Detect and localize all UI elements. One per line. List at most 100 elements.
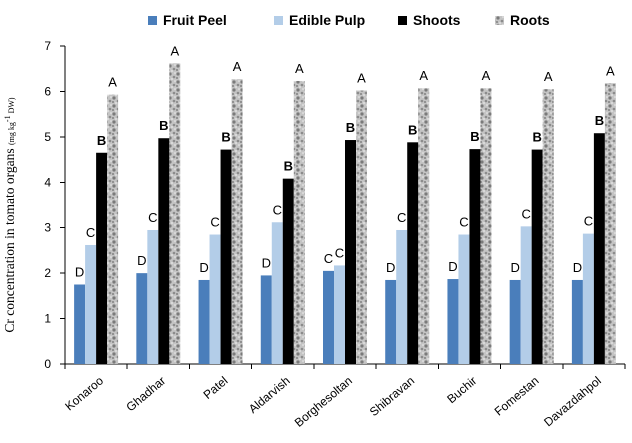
bar-letter: B [532, 130, 541, 145]
bar-roots-konaroo [107, 94, 119, 364]
bar-letter: A [606, 63, 615, 78]
bar-letter: A [482, 68, 491, 83]
bar-shoots-aldarvish [282, 178, 294, 364]
bar-shoots-fomestan [531, 149, 543, 364]
y-tick-label: 3 [44, 221, 51, 235]
x-tick-label: Davazdahpol [541, 374, 604, 430]
bar-edible-pulp-patel [209, 234, 221, 364]
bar-edible-pulp-borghesoltan [334, 265, 345, 364]
bar-edible-pulp-buchir [458, 234, 470, 364]
bar-shoots-ghadhar [158, 138, 170, 364]
y-tick-label: 1 [44, 312, 51, 326]
y-tick-label: 2 [44, 266, 51, 280]
legend-label: Shoots [413, 12, 461, 28]
x-tick-label: Fomestan [492, 374, 542, 419]
x-tick-label: Aldarvish [246, 374, 293, 416]
legend-swatch-edible-pulp [274, 16, 283, 25]
bar-edible-pulp-ghadhar [147, 229, 159, 364]
bar-letter: C [397, 210, 406, 225]
bar-shoots-borghesoltan [345, 140, 356, 364]
bar-letter: D [137, 253, 146, 268]
bar-roots-borghesoltan [356, 90, 367, 365]
bar-letter: D [386, 260, 395, 275]
bar-letter: A [544, 69, 553, 84]
y-axis-title-main: Cr concentration in tomato organs [2, 145, 17, 333]
bar-letter: C [335, 245, 344, 260]
legend-swatch-shoots [398, 16, 407, 25]
legend: Fruit Peel Edible Pulp Shoots Roots [148, 12, 550, 28]
legend-swatch-roots [495, 16, 504, 25]
x-tick-label: Ghadhar [123, 374, 168, 415]
bar-edible-pulp-aldarvish [271, 222, 283, 364]
y-axis-title: Cr concentration in tomato organs (mg kg… [2, 97, 17, 332]
bars-group [74, 63, 616, 365]
y-tick-label: 6 [44, 84, 51, 98]
bar-letter: A [233, 59, 242, 74]
bar-shoots-davazdahpol [593, 133, 605, 364]
bar-fruit-peel-davazdahpol [571, 279, 583, 364]
bar-letter: D [448, 259, 457, 274]
bar-fruit-peel-shibravan [385, 279, 397, 364]
bar-fruit-peel-borghesoltan [323, 270, 334, 364]
bar-fruit-peel-aldarvish [260, 275, 272, 364]
bar-letter: D [75, 265, 84, 280]
bar-edible-pulp-shibravan [396, 229, 408, 364]
bar-letter: B [159, 118, 168, 133]
bar-letter: B [346, 120, 355, 135]
y-axis-title-unit-end: DW) [7, 97, 16, 115]
legend-swatch-fruit-peel [148, 16, 157, 25]
bar-letter: B [470, 129, 479, 144]
legend-label: Edible Pulp [289, 12, 365, 28]
bar-letter: C [459, 215, 468, 230]
bar-roots-patel [231, 79, 243, 365]
x-axis: Konaroo Ghadhar Patel Aldarvish Borghesoltan… [62, 363, 626, 430]
bar-letter: B [408, 122, 417, 137]
bar-letter: B [284, 159, 293, 174]
legend-label: Roots [510, 12, 550, 28]
x-tick-label: Buchir [444, 374, 479, 407]
bar-letter: C [86, 225, 95, 240]
x-tick-label: Borghesoltan [292, 374, 355, 430]
bar-roots-ghadhar [169, 63, 181, 365]
bar-letter: D [199, 260, 208, 275]
y-tick-label: 0 [44, 357, 51, 371]
bar-roots-aldarvish [293, 80, 305, 364]
bar-roots-fomestan [542, 89, 554, 365]
bar-letter: D [510, 260, 519, 275]
y-axis-title-unit: (mg kg [7, 122, 16, 145]
y-tick-label: 5 [44, 130, 51, 144]
x-tick-label: Patel [201, 374, 231, 402]
y-axis: 0 1 2 3 4 5 6 7 [44, 39, 66, 371]
bar-fruit-peel-buchir [447, 279, 459, 364]
bar-shoots-patel [220, 149, 232, 364]
bar-letter: A [295, 61, 304, 76]
bar-letter: B [97, 133, 106, 148]
bar-shoots-shibravan [407, 142, 419, 364]
legend-label: Fruit Peel [163, 12, 227, 28]
bar-fruit-peel-konaroo [74, 284, 86, 364]
bar-letter: A [108, 75, 117, 90]
bar-fruit-peel-ghadhar [136, 273, 148, 364]
bar-letter: A [357, 71, 366, 86]
bar-letter: C [324, 251, 333, 266]
bar-fruit-peel-fomestan [509, 279, 521, 364]
bar-letter: A [170, 43, 179, 58]
bar-letter: C [273, 202, 282, 217]
y-tick-label: 4 [44, 175, 51, 189]
bar-letter: C [210, 215, 219, 230]
bar-letter: B [221, 130, 230, 145]
bar-shoots-konaroo [96, 152, 108, 364]
bar-letter: A [419, 68, 428, 83]
bar-letter: D [573, 260, 582, 275]
y-axis-title-text: Cr concentration in tomato organs (mg kg… [2, 97, 17, 332]
bar-letter: B [595, 113, 604, 128]
y-tick-label: 7 [44, 39, 51, 53]
bar-letter: C [148, 210, 157, 225]
bar-letter: D [262, 255, 271, 270]
bar-letter: C [521, 206, 530, 221]
bar-letter: C [584, 214, 593, 229]
x-tick-label: Shibravan [367, 374, 417, 419]
